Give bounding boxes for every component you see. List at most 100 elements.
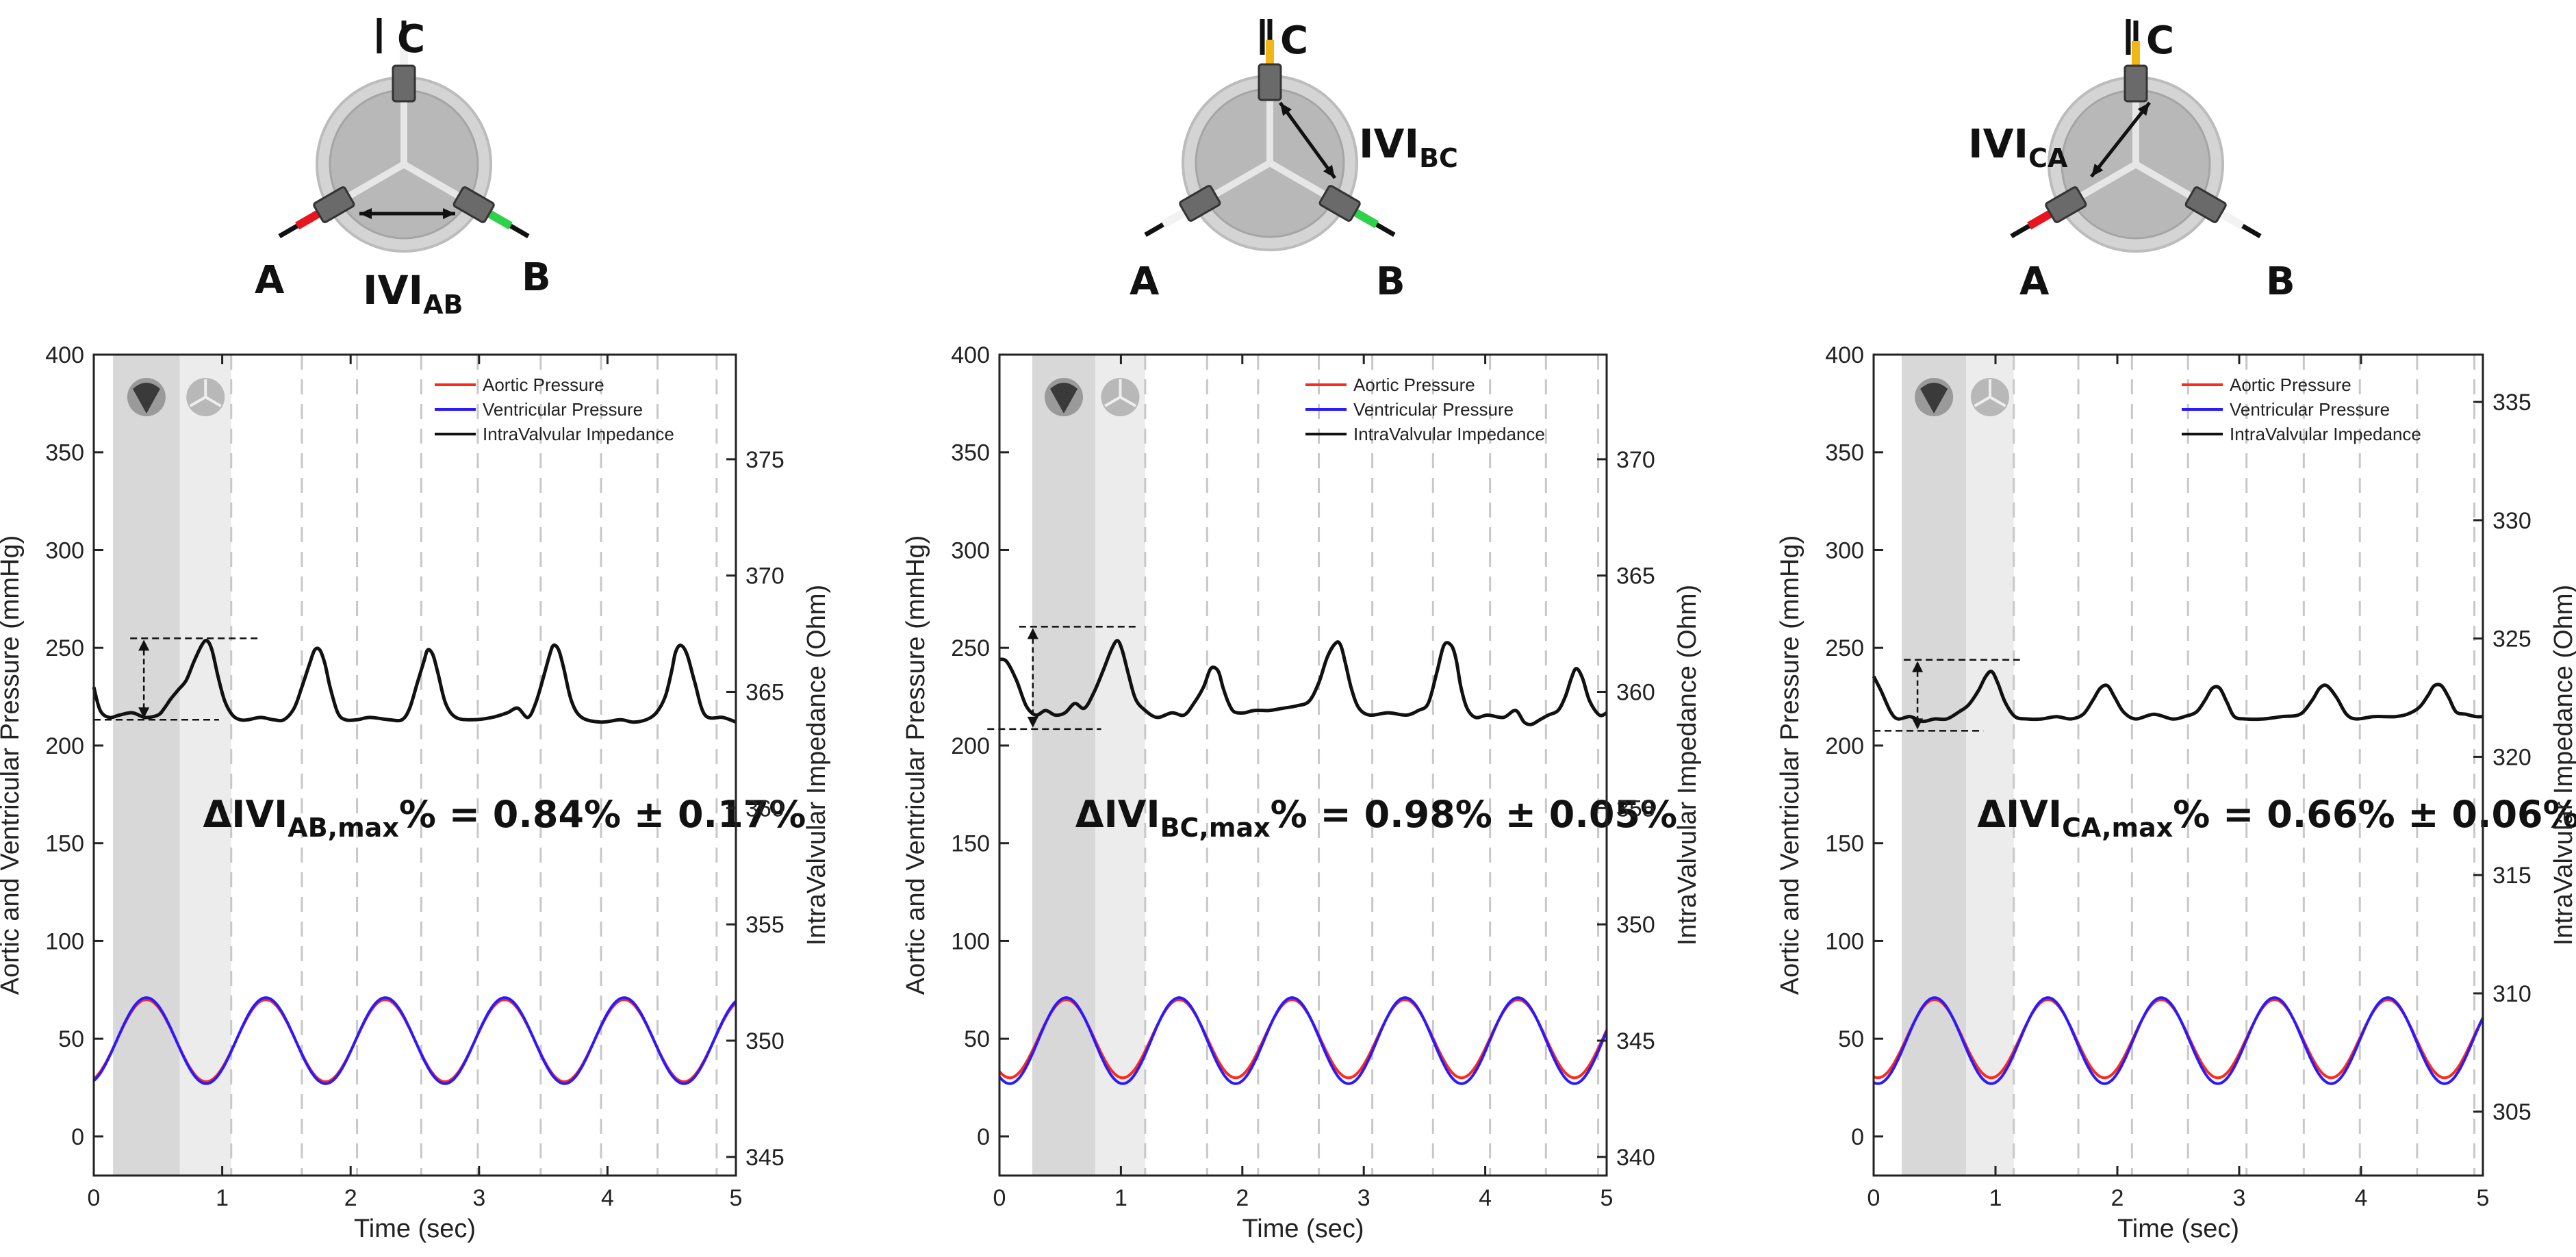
y-tick-label: 50 [1838, 1026, 1864, 1052]
annotation-sub: BC,max [1160, 813, 1271, 843]
series-intravalvular-impedance [999, 639, 1608, 726]
x-tick-label: 3 [1357, 1185, 1370, 1211]
x-tick-label: 3 [472, 1185, 485, 1211]
label-c: C [2146, 18, 2174, 63]
y-axis-label: Aortic and Ventricular Pressure (mmHg) [1776, 535, 1805, 995]
y2-tick-label: 370 [745, 563, 785, 589]
y2-axis-label: IntraValvular Impedance (Ohm) [802, 585, 831, 945]
y2-tick-label: 320 [2492, 744, 2532, 770]
annotation-value: % = 0.98% ± 0.05% [1271, 793, 1677, 836]
arrowhead [1323, 164, 1335, 178]
legend-label: Ventricular Pressure [1353, 399, 1514, 420]
x-tick-label: 0 [1867, 1185, 1880, 1211]
legend-label: Aortic Pressure [1353, 374, 1475, 395]
y2-tick-label: 340 [1616, 1145, 1655, 1171]
arrowhead [1027, 628, 1038, 639]
annotation-sub: CA,max [2062, 813, 2173, 843]
chart-panels: ΔIVIAB,max% = 0.84% ± 0.17%Aortic Pressu… [0, 342, 2576, 1243]
x-tick-label: 0 [88, 1185, 101, 1211]
chart-panel-2: ΔIVIBC,max% = 0.98% ± 0.05% Aortic Pressu… [902, 342, 1702, 1243]
label-c: C [397, 17, 425, 62]
x-tick-label: 4 [601, 1185, 614, 1211]
annotation-value: % = 0.66% ± 0.06% [2173, 793, 2576, 836]
y2-tick-label: 365 [745, 680, 785, 706]
y-tick-label: 100 [1825, 928, 1864, 954]
closed-valve-leaflets [1050, 383, 1078, 414]
legend-label: IntraValvular Impedance [483, 424, 674, 444]
open-valve-commissure [1974, 396, 1991, 407]
axes-frame [92, 353, 737, 1177]
electrode-body-C [1258, 63, 1282, 101]
closed-valve-leaflets [132, 383, 160, 414]
open-valve-commissure [1104, 396, 1121, 407]
legend-label: IntraValvular Impedance [2230, 424, 2421, 444]
ivi-label: IVICA [1968, 120, 2068, 173]
x-tick-label: 5 [1601, 1185, 1614, 1211]
y-tick-label: 0 [977, 1124, 990, 1150]
electrode-wire-B [2241, 223, 2262, 239]
y-tick-label: 350 [1825, 440, 1864, 466]
y-tick-label: 0 [1851, 1124, 1864, 1150]
closed-phase-band [1901, 355, 1967, 1176]
x-tick-label: 2 [2111, 1185, 2124, 1211]
y-tick-label: 300 [45, 537, 84, 563]
ivi-measure-arrow [1278, 101, 1337, 179]
x-tick-label: 1 [1114, 1185, 1127, 1211]
label-b: B [2266, 259, 2295, 304]
y2-tick-label: 375 [745, 447, 785, 473]
annotation-main: ΔIVI [1075, 793, 1160, 836]
arrowhead [138, 639, 150, 651]
arrowhead [1280, 103, 1292, 116]
y-tick-label: 250 [45, 635, 84, 661]
y-tick-label: 400 [951, 342, 990, 368]
y-axis-label: Aortic and Ventricular Pressure (mmHg) [0, 535, 25, 995]
closed-phase-band [113, 355, 180, 1176]
series-ventricular-pressure [92, 996, 737, 1085]
y2-tick-label: 345 [745, 1145, 785, 1171]
label-a: A [255, 258, 285, 303]
label-a: A [2019, 259, 2050, 304]
delta-ivi-annotation: ΔIVICA,max% = 0.66% ± 0.06% [1977, 793, 2576, 843]
y2-tick-label: 365 [1616, 563, 1655, 589]
legend-label: Aortic Pressure [2230, 374, 2351, 395]
series-intravalvular-impedance [1872, 670, 2484, 724]
ivi-label-main: IVI [1359, 120, 1419, 167]
y-tick-label: 400 [1825, 342, 1864, 368]
y-tick-label: 100 [45, 928, 84, 954]
x-axis-label: Time (sec) [2117, 1215, 2239, 1243]
annotation-main: ΔIVI [1977, 793, 2062, 836]
x-tick-label: 1 [216, 1185, 229, 1211]
axes-frame [998, 353, 1608, 1177]
delta-ivi-annotation: ΔIVIAB,max% = 0.84% ± 0.17% [203, 793, 806, 843]
y-tick-label: 0 [71, 1124, 84, 1150]
y2-tick-label: 345 [1616, 1028, 1655, 1054]
y2-tick-label: 315 [2492, 863, 2532, 889]
legend-label: Aortic Pressure [483, 374, 604, 395]
annotation-sub: AB,max [288, 813, 399, 843]
y2-tick-label: 370 [1616, 447, 1655, 473]
axes-frame [1872, 353, 2484, 1177]
arrowhead [1912, 661, 1924, 672]
electrode-wire-B [1375, 222, 1396, 238]
y-tick-label: 150 [951, 831, 990, 857]
series-ventricular-pressure [998, 996, 1608, 1085]
closed-phase-band [1032, 355, 1096, 1176]
valve-diagram-2: C A B IVIBC [1130, 18, 1458, 304]
annotation-value: % = 0.84% ± 0.17% [399, 793, 806, 836]
y-tick-label: 150 [45, 831, 84, 857]
series-intravalvular-impedance [92, 639, 737, 724]
y-axis-label: Aortic and Ventricular Pressure (mmHg) [902, 535, 930, 995]
y-tick-label: 100 [951, 928, 990, 954]
open-valve-commissure [1119, 396, 1137, 407]
legend-label: IntraValvular Impedance [1353, 424, 1545, 444]
closed-valve-leaflets [1920, 383, 1948, 414]
arrowhead [443, 208, 455, 219]
annotation-main: ΔIVI [203, 793, 288, 836]
y2-tick-label: 305 [2492, 1100, 2532, 1126]
chart-panel-1: ΔIVIAB,max% = 0.84% ± 0.17% Aortic Pressu… [0, 342, 831, 1243]
x-tick-label: 2 [344, 1185, 357, 1211]
open-valve-commissure [205, 396, 222, 407]
y-tick-label: 350 [45, 440, 84, 466]
ivi-measure-arrow [2090, 101, 2151, 178]
